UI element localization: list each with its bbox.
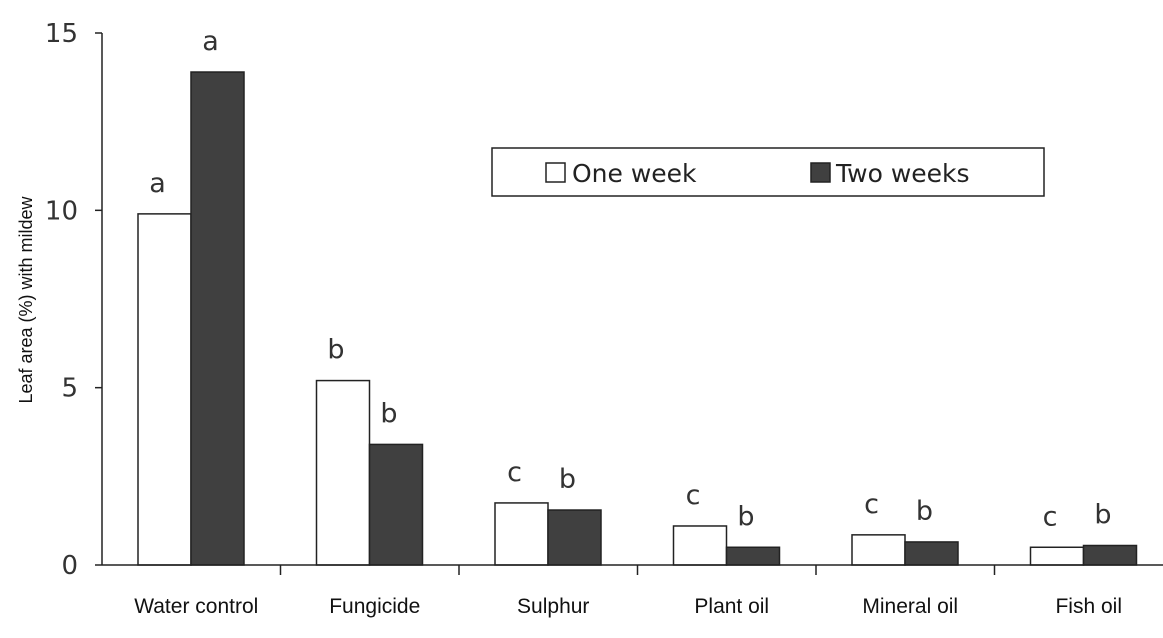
bar: [547, 509, 602, 566]
category-label: Sulphur: [517, 595, 589, 618]
significance-letter: b: [559, 464, 576, 495]
legend: One week Two weeks: [491, 147, 1045, 197]
y-axis-label: Leaf area (%) with mildew: [16, 195, 36, 403]
bar: [368, 443, 424, 566]
bars-layer: [137, 71, 1138, 566]
bar: [315, 379, 371, 566]
legend-box: [491, 147, 1045, 197]
y-tick-label: 0: [61, 551, 78, 581]
significance-letter: c: [864, 489, 879, 520]
labels-layer: a b c c c c a b b b b b: [149, 26, 1111, 532]
category-label: Fungicide: [329, 595, 420, 618]
significance-letter: c: [1043, 501, 1058, 532]
category-label: Water control: [134, 595, 258, 618]
legend-swatch-two-weeks: [810, 162, 831, 183]
category-label: Fish oil: [1055, 595, 1122, 618]
bar: [904, 541, 959, 566]
bar: [672, 525, 728, 566]
x-ticks-layer: Water control Fungicide Sulphur Plant oil Mi…: [134, 565, 1122, 618]
significance-letter: a: [202, 26, 219, 57]
y-ticks-layer: 0 5 10 15: [45, 19, 102, 581]
significance-letter: a: [149, 168, 166, 199]
category-label: Mineral oil: [862, 595, 958, 618]
significance-letter: b: [737, 501, 754, 532]
bar: [851, 534, 906, 566]
significance-letter: b: [380, 398, 397, 429]
bar: [494, 502, 549, 566]
bar: [190, 71, 245, 566]
bar: [725, 546, 781, 566]
bar: [137, 213, 192, 566]
significance-letter: b: [327, 335, 344, 366]
y-tick-label: 10: [45, 196, 78, 226]
bar: [1082, 544, 1138, 566]
y-tick-label: 5: [61, 374, 78, 404]
legend-swatch-one-week: [545, 162, 566, 183]
category-label: Plant oil: [694, 595, 769, 618]
significance-letter: c: [507, 457, 522, 488]
significance-letter: b: [1094, 499, 1111, 530]
bar: [1029, 546, 1085, 566]
axes-layer: [101, 33, 1163, 566]
significance-letter: c: [686, 480, 701, 511]
y-tick-label: 15: [45, 19, 78, 49]
legend-label-one-week: One week: [572, 159, 697, 188]
legend-label-two-weeks: Two weeks: [835, 159, 970, 188]
significance-letter: b: [916, 496, 933, 527]
